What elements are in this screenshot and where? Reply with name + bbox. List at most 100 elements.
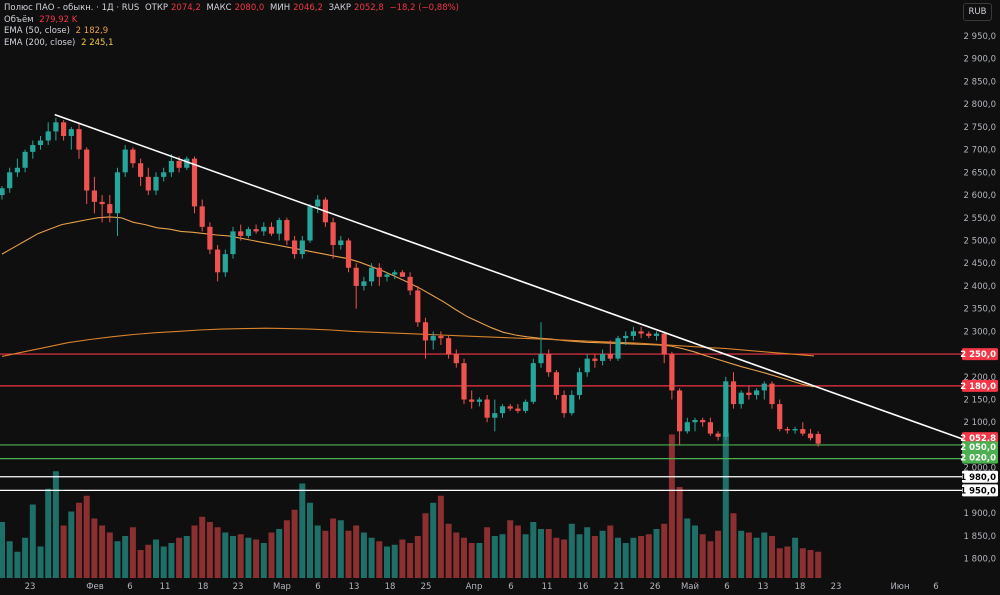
legend-row-ohlc: Полюс ПАО - обыкн. · 1Д · RUS ОТКР 2074,2… [4, 3, 462, 15]
candle-body [284, 220, 290, 241]
candle-body [607, 354, 613, 359]
x-tick-label: 23 [831, 582, 842, 592]
candle-body [484, 399, 490, 418]
volume-bar [437, 495, 444, 578]
legend-open: 2074,2 [171, 3, 201, 13]
candle-body [30, 145, 36, 152]
volume-bar [83, 495, 90, 578]
candle-body [22, 151, 28, 168]
candle-body [661, 333, 667, 355]
candle-body [538, 354, 544, 364]
volume-bar [599, 530, 606, 578]
x-tick-label: 13 [758, 582, 769, 592]
volume-bar [76, 502, 82, 578]
candle-body [515, 408, 521, 411]
candle-body [407, 276, 413, 291]
candle-body [222, 254, 228, 273]
candle-body [184, 158, 190, 168]
candle-body [176, 160, 182, 168]
y-tick-label: 1 800,0 [964, 555, 996, 565]
volume-bar [145, 544, 152, 578]
candle-body [276, 220, 282, 234]
volume-bar [676, 487, 683, 578]
legend-row-ema50[interactable]: EMA (50, close) 2 182,9 [4, 26, 462, 38]
volume-bar [699, 534, 706, 578]
volume-bar [137, 550, 144, 578]
currency-button[interactable]: RUB [963, 3, 992, 21]
volume-bar [6, 541, 13, 578]
candle-body [415, 290, 421, 323]
candle-body [499, 406, 506, 414]
volume-bar [522, 534, 529, 578]
volume-bar [745, 532, 752, 578]
candle-body [376, 267, 382, 277]
y-tick-label: 2 900,0 [964, 55, 996, 65]
volume-bar [368, 537, 375, 578]
legend-close-label: ЗАКР [328, 3, 352, 13]
candle-body [738, 392, 744, 405]
volume-bar [322, 530, 329, 578]
candle-body [153, 176, 159, 191]
volume-bar [653, 529, 660, 578]
candle-body [746, 392, 752, 395]
volume-bar [430, 502, 437, 578]
x-tick-label: 16 [578, 582, 589, 592]
candle-body [446, 338, 452, 355]
legend-volume: 279,92 K [39, 14, 78, 25]
legend-row-ema200[interactable]: EMA (200, close) 2 245,1 [4, 38, 462, 50]
volume-bar [45, 488, 52, 578]
candle-body [191, 158, 198, 207]
y-tick-label: 2 100,0 [964, 418, 996, 428]
candle-body [623, 335, 629, 339]
x-tick-label: 6 [724, 582, 729, 592]
legend-volume-label: Объём [4, 14, 34, 25]
candle-body [561, 394, 567, 414]
volume-bar [37, 546, 44, 578]
candle-body [430, 335, 436, 341]
legend-row-volume[interactable]: Объём 279,92 K [4, 15, 462, 27]
volume-bar [245, 537, 252, 578]
ema-50-line [1, 216, 814, 388]
volume-bar [792, 537, 799, 578]
y-tick-label: 2 350,0 [964, 305, 996, 315]
volume-bar [237, 534, 244, 578]
candle-body [469, 399, 475, 402]
candle-body [292, 240, 298, 255]
x-tick-label: 23 [25, 582, 36, 592]
y-tick-label: 2 200,0 [964, 373, 996, 383]
volume-bar [784, 546, 791, 578]
y-tick-label: 2 700,0 [964, 146, 996, 156]
price-tag [962, 441, 998, 454]
candle-body [723, 381, 729, 437]
x-tick-label: 6 [508, 582, 513, 592]
candle-body [61, 122, 67, 136]
volume-bar [668, 434, 675, 578]
ema-200-line [1, 327, 815, 357]
candle-body [99, 201, 105, 205]
price-tag-label: 2 180,0 [960, 382, 996, 392]
price-tag-label: 2 020,0 [960, 454, 996, 464]
legend-symbol[interactable]: Полюс ПАО - обыкн. · 1Д · RUS [4, 3, 140, 13]
volume-bar [153, 539, 159, 578]
volume-bar [399, 539, 406, 578]
candle-body [707, 422, 713, 434]
x-tick-label: 25 [421, 582, 432, 592]
candle-body [345, 240, 352, 268]
volume-bar [514, 525, 521, 578]
volume-bar [722, 432, 729, 578]
y-tick-label: 2 500,0 [964, 236, 996, 246]
x-tick-label: 6 [127, 582, 132, 592]
y-tick-label: 2 850,0 [964, 77, 996, 87]
candle-body [777, 404, 783, 430]
legend-low: 2046,2 [293, 3, 323, 13]
x-tick-label: 13 [349, 582, 360, 592]
candle-body [530, 363, 536, 402]
candle-body [53, 122, 59, 132]
volume-bar [314, 525, 321, 578]
price-tag-label: 1 980,0 [960, 473, 996, 483]
volume-bar [553, 537, 560, 578]
candle-body [238, 231, 244, 236]
legend: Полюс ПАО - обыкн. · 1Д · RUS ОТКР 2074,2… [4, 3, 462, 49]
candle-body [615, 338, 621, 359]
